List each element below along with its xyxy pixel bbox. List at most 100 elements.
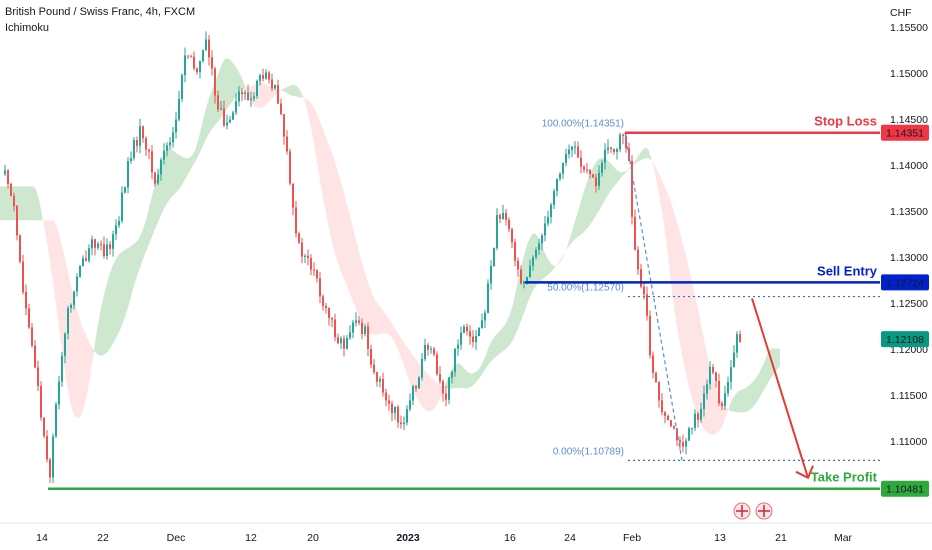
candle-body [517,260,519,270]
candle-body [421,359,423,378]
candle-body [346,337,348,349]
candle-body [430,348,432,350]
cloud-segment [681,236,684,365]
cloud-segment [675,215,678,333]
candle-body [733,352,735,368]
candle-body [337,337,339,344]
candle-body [118,220,120,226]
cloud-segment [135,239,138,283]
cloud-segment [357,243,360,320]
cloud-segment [297,86,300,98]
candle-body [583,166,585,170]
cloud-segment [471,372,474,387]
candle-body [202,50,204,61]
candle-body [415,386,417,389]
candle-body [460,332,462,345]
cloud-segment [333,156,336,258]
cloud-segment [201,116,204,151]
cloud-segment [546,255,549,277]
cloud-segment [591,165,594,224]
candle-body [406,409,408,423]
candle-body [214,68,216,96]
time-tick-label: 2023 [396,532,420,544]
time-tick-label: 22 [97,532,109,544]
trade-level-name: Sell Entry [817,263,878,278]
cloud-segment [372,293,375,335]
candle-body [526,277,528,282]
cloud-segment [111,262,114,348]
cloud-segment [390,320,393,339]
candle-body [721,403,723,406]
cloud-segment [72,290,75,417]
cloud-segment [99,303,102,356]
candle-body [511,229,513,243]
candle-body [391,403,393,414]
candle-body [640,269,642,287]
candle-body [571,146,573,150]
candle-body [169,142,171,146]
cloud-segment [384,311,387,334]
currency-label: CHF [890,7,912,19]
candle-body [250,98,252,101]
cloud-segment [474,371,477,385]
cloud-segment [459,363,462,388]
candle-body [367,326,369,349]
cloud-segment [3,186,6,221]
cloud-segment [234,64,237,99]
candle-body [70,304,72,309]
cloud-segment [651,157,654,169]
candle-body [64,333,66,356]
candle-body [409,400,411,410]
cloud-segment [21,186,24,221]
cloud-segment [165,148,168,207]
candle-body [28,308,30,328]
cloud-segment [732,394,735,412]
cloud-segment [609,161,612,194]
cloud-segment [753,377,756,408]
cloud-segment [147,204,150,249]
candle-body [619,134,621,150]
candle-body [385,392,387,401]
price-tick-label: 1.13000 [890,252,928,264]
cloud-segment [489,340,492,364]
candle-body [160,159,162,175]
cloud-segment [756,373,759,404]
candle-body [352,322,354,333]
cloud-segment [129,245,132,305]
price-tag-value: 1.12724 [886,277,924,289]
cloud-segment [366,276,369,334]
candle-body [253,96,255,99]
candle-body [307,255,309,259]
cloud-segment [195,140,198,162]
cloud-segment [360,255,363,327]
cloud-segment [279,89,282,92]
candle-body [580,157,582,167]
cloud-segment [171,148,174,198]
candle-body [127,160,129,188]
cloud-segment [423,368,426,411]
candle-body [154,172,156,184]
cloud-segment [144,216,147,257]
price-tag-bg [881,274,929,291]
candle-body [10,183,12,196]
cloud-segment [456,363,459,389]
cloud-segment [54,220,57,312]
cloud-segment [93,336,96,358]
candle-body [76,276,78,292]
candle-body [625,136,627,149]
cloud-segment [186,158,189,178]
candle-body [292,183,294,208]
cloud-segment [660,175,663,219]
cloud-segment [438,383,441,403]
cloud-segment [618,170,621,182]
candle-body [295,207,297,234]
indicator-label[interactable]: Ichimoku [5,22,50,34]
cloud-segment [576,207,579,239]
candle-body [655,372,657,382]
candle-body [280,103,282,115]
candle-body [4,170,6,175]
candle-body [730,367,732,382]
cloud-segment [45,220,48,250]
cloud-segment [264,83,267,107]
